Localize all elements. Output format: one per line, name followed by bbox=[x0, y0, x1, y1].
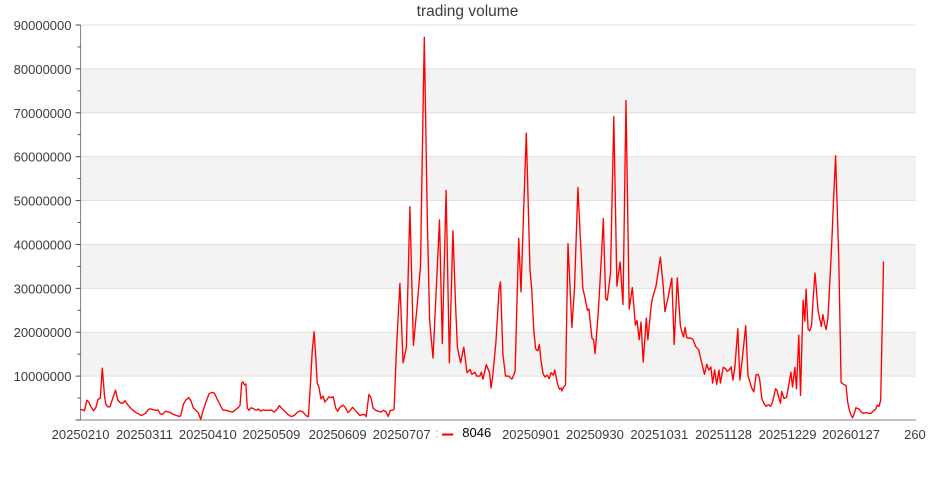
svg-text:10000000: 10000000 bbox=[14, 369, 72, 384]
svg-text:20250311: 20250311 bbox=[116, 427, 173, 442]
svg-text:20000000: 20000000 bbox=[14, 325, 72, 340]
svg-text:30000000: 30000000 bbox=[14, 281, 72, 296]
svg-text:40000000: 40000000 bbox=[14, 237, 72, 252]
svg-text:20250707: 20250707 bbox=[373, 427, 431, 442]
svg-text:20250410: 20250410 bbox=[179, 427, 237, 442]
svg-text:20251229: 20251229 bbox=[759, 427, 817, 442]
svg-text:20250930: 20250930 bbox=[566, 427, 624, 442]
svg-text:20250901: 20250901 bbox=[502, 427, 560, 442]
svg-text:20251128: 20251128 bbox=[695, 427, 752, 442]
svg-text:20251031: 20251031 bbox=[630, 427, 688, 442]
svg-text:20260127: 20260127 bbox=[822, 427, 880, 442]
svg-text:50000000: 50000000 bbox=[14, 194, 72, 209]
svg-text:260: 260 bbox=[904, 427, 926, 442]
svg-text:8046: 8046 bbox=[462, 425, 491, 440]
svg-text:20250210: 20250210 bbox=[52, 427, 110, 442]
svg-text:trading volume: trading volume bbox=[417, 3, 519, 20]
svg-text:80000000: 80000000 bbox=[14, 62, 72, 77]
svg-text:20250509: 20250509 bbox=[242, 427, 300, 442]
svg-text:60000000: 60000000 bbox=[14, 150, 72, 165]
svg-text:70000000: 70000000 bbox=[14, 106, 72, 121]
svg-text:90000000: 90000000 bbox=[14, 18, 72, 33]
svg-text:20250609: 20250609 bbox=[309, 427, 367, 442]
